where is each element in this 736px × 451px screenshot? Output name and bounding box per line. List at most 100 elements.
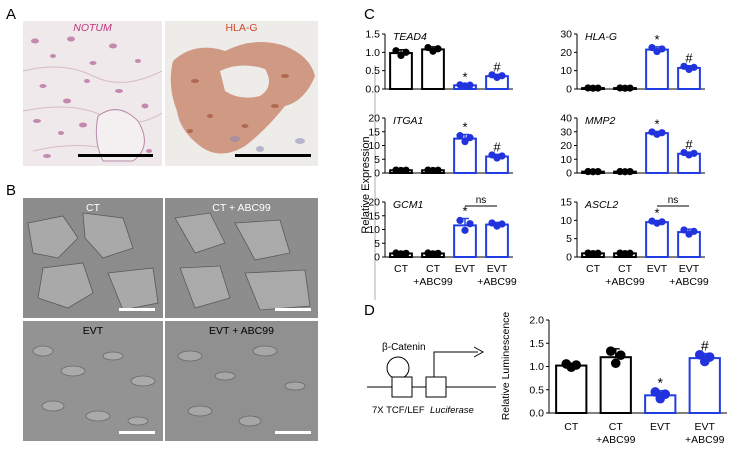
panel-label-a: A — [6, 6, 17, 23]
scale-bar — [275, 431, 311, 434]
luciferase-label: Luciferase — [430, 405, 474, 416]
data-point — [658, 218, 666, 226]
notum-label: NOTUM — [73, 22, 112, 34]
data-point — [626, 84, 634, 92]
data-point — [434, 249, 442, 257]
data-point — [658, 45, 666, 53]
y-tick-label: 0.0 — [529, 408, 544, 420]
y-tick-label: 20 — [368, 197, 380, 209]
bar — [645, 132, 669, 174]
chart-ascl2: 0 5 10 15 ASCL2 * ns — [560, 195, 705, 264]
culture-image-evt: EVT — [23, 321, 163, 441]
tcf-lef-label: 7X TCF/LEF — [372, 405, 425, 416]
data-point — [594, 249, 602, 257]
y-tick-label: 20 — [560, 140, 572, 152]
y-tick-label: 5 — [374, 238, 380, 250]
data-point — [589, 168, 597, 176]
ns-label: ns — [476, 195, 487, 206]
chart-title: ITGA1 — [393, 115, 423, 127]
significance-star: * — [654, 116, 659, 131]
panel-label-d: D — [364, 302, 375, 319]
chart-title: MMP2 — [585, 115, 615, 127]
evt-cell-texture — [23, 321, 163, 441]
arrow-head-icon — [473, 346, 485, 358]
chart-title: GCM1 — [393, 199, 423, 211]
bar — [555, 364, 588, 414]
bar — [645, 221, 669, 259]
data-point — [402, 249, 410, 257]
y-tick-label: 10 — [368, 140, 380, 152]
data-point — [610, 358, 621, 369]
significance-star: * — [654, 32, 659, 47]
data-point — [621, 168, 629, 176]
data-point — [392, 47, 400, 55]
y-tick-label: 0.5 — [529, 384, 544, 396]
tcf-box-2 — [425, 376, 447, 398]
y-tick-label: 10 — [560, 215, 572, 227]
caption-ct-abc99: CT + ABC99 — [212, 202, 271, 214]
x-tick-label: EVT — [455, 263, 476, 275]
chart-luciferase: 0.0 0.5 1.0 1.5 2.0 * # — [529, 315, 727, 420]
significance-star: * — [658, 375, 664, 391]
data-point — [498, 220, 506, 228]
chart-title: TEAD4 — [393, 31, 427, 43]
chart-tead4: 0.0 0.5 1.0 1.5 TEAD4 * # — [365, 29, 513, 96]
chart-title: HLA-G — [585, 31, 617, 43]
x-tick-label: EVT — [695, 421, 716, 433]
significance-hash: # — [685, 51, 693, 66]
data-point — [434, 45, 442, 53]
y-tick-label: 10 — [560, 65, 572, 77]
data-point — [658, 129, 666, 137]
y-tick-label: 5 — [566, 233, 572, 245]
beta-catenin-circle — [386, 356, 410, 380]
data-point — [704, 352, 715, 362]
data-point — [594, 167, 602, 176]
data-point — [424, 43, 432, 52]
data-point — [694, 349, 705, 360]
hla-g-label: HLA-G — [225, 22, 258, 34]
y-tick-label: 20 — [560, 47, 572, 59]
y-tick-label: 0 — [566, 84, 572, 96]
x-tick-label: +ABC99 — [477, 276, 517, 288]
significance-hash: # — [493, 139, 501, 154]
data-point — [402, 166, 410, 174]
data-point — [456, 216, 464, 225]
promoter-arrow — [433, 351, 478, 377]
ct-cell-texture — [23, 198, 163, 318]
reporter-diagram: β-Catenin 7X TCF/LEF Luciferase — [367, 342, 496, 416]
notum-tissue-texture — [23, 21, 162, 166]
y-tick-label: 5 — [374, 154, 380, 166]
significance-star: * — [654, 206, 659, 221]
panel-d-chart: 0.0 0.5 1.0 1.5 2.0 * # Relative Luminescence CT… — [500, 312, 727, 446]
x-tick-label: CT — [609, 421, 624, 433]
data-point — [690, 227, 698, 235]
beta-catenin-label: β-Catenin — [382, 342, 426, 353]
y-tick-label: 0.0 — [365, 84, 380, 96]
panel-c-chart-grid: Relative Expression 0.0 0.5 1.0 1.5 TEAD4 * #0… — [360, 29, 709, 300]
y-tick-label: 1.0 — [529, 361, 544, 373]
data-point — [498, 152, 506, 160]
y-tick-label: 30 — [560, 126, 572, 138]
data-point — [434, 166, 442, 174]
caption-ct: CT — [86, 202, 100, 214]
x-tick-label: CT — [564, 421, 579, 433]
y-tick-label: 30 — [560, 29, 572, 41]
panel-label-c: C — [364, 6, 375, 23]
scale-bar — [78, 154, 153, 157]
bar — [421, 48, 445, 90]
y-tick-label: 10 — [560, 154, 572, 166]
y-tick-label: 10 — [368, 224, 380, 236]
data-point — [466, 220, 474, 228]
data-point — [571, 360, 582, 370]
x-tick-label: CT — [586, 263, 601, 275]
data-point — [680, 226, 688, 234]
y-tick-label: 1.0 — [365, 47, 380, 59]
x-tick-label: EVT — [647, 263, 668, 275]
x-tick-label: EVT — [487, 263, 508, 275]
data-point — [650, 387, 661, 397]
y-tick-label: 1.5 — [365, 29, 380, 41]
significance-star: * — [462, 120, 467, 135]
data-point — [605, 346, 616, 356]
significance-star: * — [462, 70, 467, 85]
